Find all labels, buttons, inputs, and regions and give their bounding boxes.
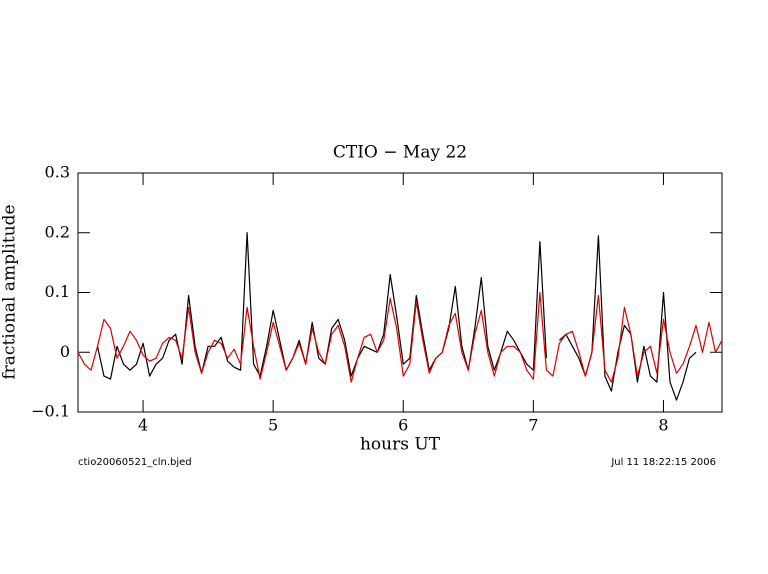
x-tick-label: 8: [658, 416, 668, 435]
x-tick-label: 7: [528, 416, 538, 435]
y-tick-label: −0.1: [31, 402, 70, 421]
y-axis-title: fractional amplitude: [0, 204, 20, 379]
x-tick-label: 5: [268, 416, 278, 435]
y-tick-label: 0: [60, 342, 70, 361]
x-axis-title: hours UT: [360, 435, 441, 455]
data-line: [77, 291, 723, 383]
y-tick-label: 0.1: [45, 282, 70, 301]
y-tick-label: 0.2: [45, 222, 70, 241]
x-tick-label: 4: [138, 416, 148, 435]
y-tick-label: 0.3: [45, 163, 70, 182]
footnote: ctio20060521_cln.bjed: [78, 457, 192, 468]
chart-title: CTIO − May 22: [333, 143, 467, 163]
plot-frame: [77, 172, 723, 413]
x-tick-label: 6: [398, 416, 408, 435]
footnote: Jul 11 18:22:15 2006: [610, 457, 716, 468]
